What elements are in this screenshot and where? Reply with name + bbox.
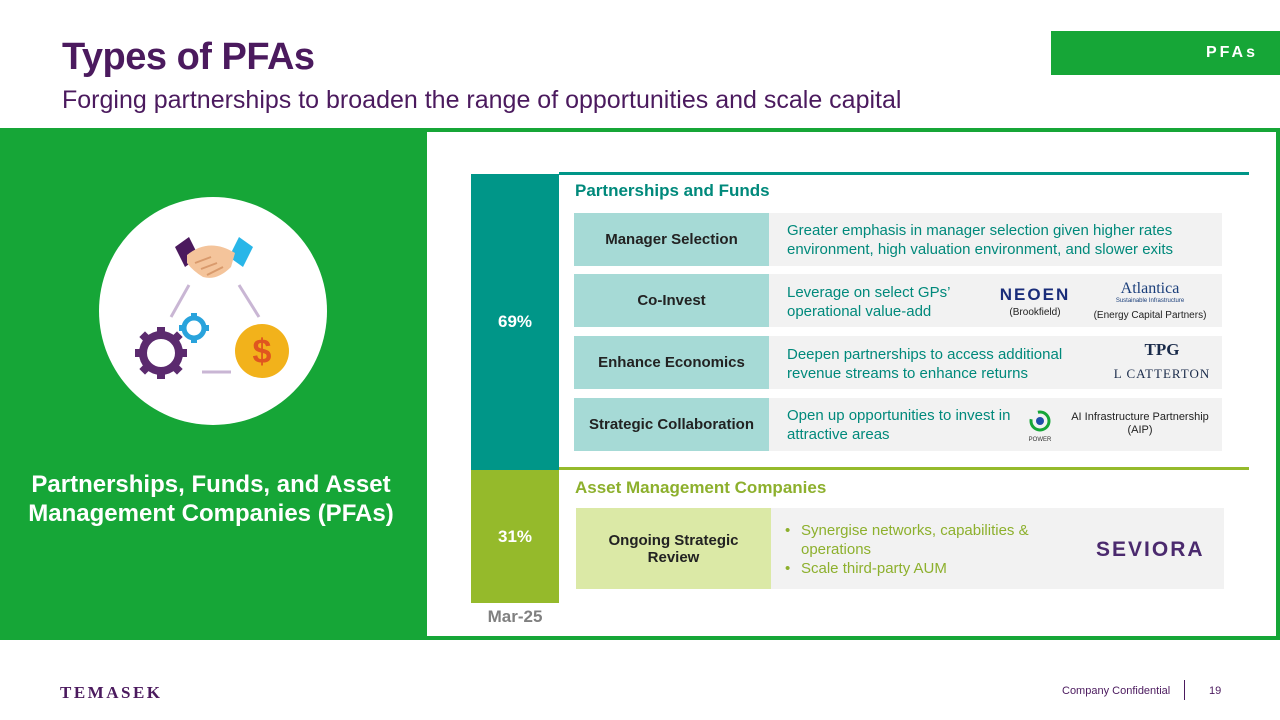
partnerships-share-value: 69% — [497, 312, 533, 331]
asset-mgmt-share-bar: 31% — [471, 470, 559, 603]
row-label: Ongoing Strategic Review — [576, 508, 771, 589]
aip-logo: AI Infrastructure Partnership (AIP) — [1071, 411, 1209, 436]
divider-green — [559, 467, 1249, 470]
power-logo-mark — [1029, 410, 1051, 432]
handshake-gears-dollar-icon: $ — [135, 237, 289, 379]
tpg-logo: TPG — [1144, 340, 1180, 359]
confidential-label: Company Confidential — [1062, 685, 1171, 697]
svg-text:$: $ — [253, 333, 272, 371]
row-label: Strategic Collaboration — [574, 398, 769, 451]
asset-mgmt-share-value: 31% — [497, 526, 533, 546]
pfa-label: Partnerships, Funds, and Asset Managemen… — [28, 471, 394, 527]
row-strategic-collaboration: Strategic Collaboration Open up opportun… — [574, 398, 1222, 451]
row-description: Deepen partnerships to access additional… — [787, 346, 1063, 382]
handshake-icon — [175, 237, 253, 278]
row-label: Enhance Economics — [574, 336, 769, 389]
page-number: 19 — [1209, 685, 1222, 697]
row-description: Leverage on select GPs’ operational valu… — [787, 284, 950, 320]
page-subtitle: Forging partnerships to broaden the rang… — [62, 86, 902, 114]
seviora-logo: SEVIORA — [1096, 538, 1205, 561]
connector-line — [237, 284, 261, 318]
neoen-logo: NEOEN (Brookfield) — [999, 285, 1071, 318]
power-logo: POWER — [1024, 410, 1056, 443]
footer-divider — [1184, 680, 1185, 700]
gears-icon — [135, 313, 209, 379]
partnerships-heading: Partnerships and Funds — [575, 181, 770, 200]
temasek-logo: TEMASEK — [60, 683, 163, 702]
bullet-item: Scale third-party AUM — [785, 559, 1055, 578]
divider-teal — [559, 172, 1249, 175]
row-co-invest: Co-Invest Leverage on select GPs’ operat… — [574, 274, 1222, 327]
connector-line — [169, 284, 191, 318]
atlantica-logo: Atlantica Sustainable Infrastructure (En… — [1093, 280, 1207, 321]
partnerships-share-bar: 69% — [471, 174, 559, 470]
row-description: Greater emphasis in manager selection gi… — [787, 222, 1174, 258]
asset-mgmt-bullets: Synergise networks, capabilities & opera… — [785, 521, 1055, 578]
asset-mgmt-heading: Asset Management Companies — [575, 478, 827, 497]
l-catterton-logo: L CATTERTON — [1113, 366, 1211, 381]
row-description: Open up opportunities to invest in attra… — [787, 407, 1011, 443]
bullet-item: Synergise networks, capabilities & opera… — [785, 521, 1055, 559]
section-tag: PFAs — [1051, 31, 1280, 75]
date-label: Mar-25 — [487, 607, 543, 626]
row-manager-selection: Manager Selection Greater emphasis in ma… — [574, 213, 1222, 266]
row-label: Co-Invest — [574, 274, 769, 327]
page-title: Types of PFAs — [62, 36, 315, 78]
pfa-illustration: $ — [99, 197, 327, 425]
dollar-coin-icon: $ — [235, 324, 289, 378]
row-enhance-economics: Enhance Economics Deepen partnerships to… — [574, 336, 1222, 389]
row-label: Manager Selection — [574, 213, 769, 266]
